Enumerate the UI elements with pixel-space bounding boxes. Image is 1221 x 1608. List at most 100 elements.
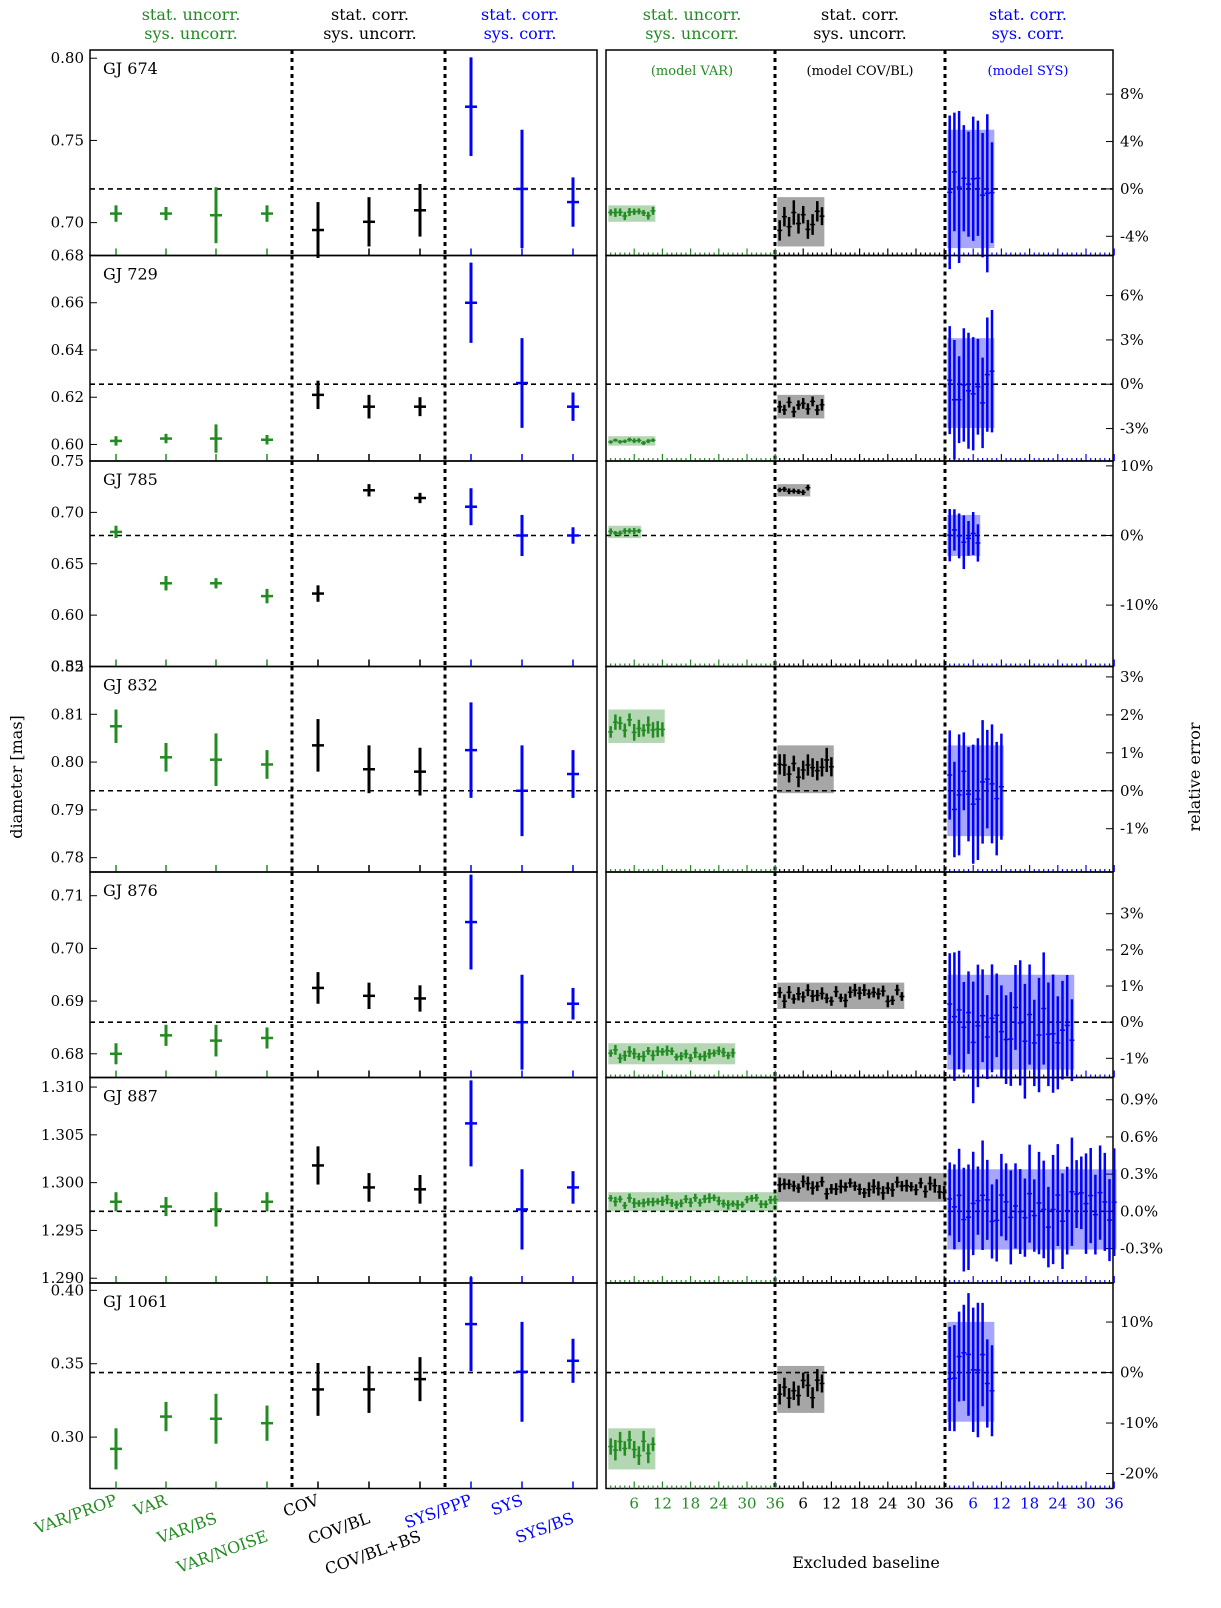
jackknife-band	[608, 709, 665, 743]
star-name: GJ 876	[103, 881, 158, 900]
y-tick-label: 0.69	[51, 992, 84, 1010]
y-tick-label: 1.295	[41, 1221, 84, 1239]
left-panel-frame	[89, 460, 598, 668]
star-name: GJ 887	[103, 1087, 158, 1106]
right-panel-frame	[605, 460, 1114, 668]
model-label: (model COV/BL)	[807, 64, 914, 79]
star-name: GJ 1061	[103, 1292, 168, 1311]
jackknife-band	[608, 1192, 778, 1212]
rel-tick-label: 0.9%	[1120, 1091, 1158, 1109]
y-tick-label: 0.30	[51, 1428, 84, 1446]
rel-tick-label: 10%	[1120, 457, 1153, 475]
y-tick-label: 0.40	[51, 1281, 84, 1299]
y-tick-label: 0.70	[51, 503, 84, 521]
rel-tick-label: 0.3%	[1120, 1165, 1158, 1183]
y-tick-label: 0.60	[51, 606, 84, 624]
rel-tick-label: 1%	[1120, 977, 1144, 995]
baseline-tick-label: 30	[737, 1495, 756, 1513]
baseline-tick-label: 6	[798, 1495, 808, 1513]
rel-tick-label: 2%	[1120, 706, 1144, 724]
left-panel-frame	[89, 1282, 598, 1490]
baseline-tick-label: 18	[681, 1495, 700, 1513]
jackknife-band	[947, 745, 1004, 837]
baseline-tick-label: 24	[1048, 1495, 1067, 1513]
baseline-tick-label: 24	[709, 1495, 728, 1513]
y-tick-label: 0.62	[51, 388, 84, 406]
group-header-line2: sys. corr.	[992, 24, 1065, 43]
star-panel: GJ 832 0.78 0.79 0.80 0.81 0.82 3% 2% 1% 0% -1%	[51, 658, 1149, 873]
method-label: VAR/BS	[153, 1508, 219, 1547]
rel-tick-label: 0%	[1120, 375, 1144, 393]
rel-tick-label: 0%	[1120, 526, 1144, 544]
star-panel: GJ 887 1.290 1.295 1.300 1.305 1.310 0.9% 0.6% 0…	[41, 1076, 1163, 1287]
y-tick-label: 0.75	[51, 131, 84, 149]
jackknife-band	[777, 745, 834, 794]
y-tick-label: 0.68	[51, 1045, 84, 1063]
star-name: GJ 832	[103, 676, 158, 695]
right-axis-label: relative error	[1185, 722, 1204, 831]
y-tick-label: 0.80	[51, 49, 84, 67]
rel-tick-label: -3%	[1120, 420, 1149, 438]
right-panel-frame	[605, 49, 1114, 257]
y-tick-label: 0.71	[51, 887, 84, 905]
rel-tick-label: -10%	[1120, 1414, 1158, 1432]
baseline-tick-label: 6	[629, 1495, 639, 1513]
y-tick-label: 0.70	[51, 939, 84, 957]
star-panel: GJ 729 0.60 0.62 0.64 0.66 0.68 6% 3% 0% -3%	[51, 247, 1149, 462]
rel-tick-label: 0.6%	[1120, 1128, 1158, 1146]
group-header-line2: sys. uncorr.	[144, 24, 237, 43]
group-header-line1: stat. corr.	[331, 5, 409, 24]
group-header-line2: sys. uncorr.	[323, 24, 416, 43]
star-name: GJ 785	[103, 470, 158, 489]
y-tick-label: 0.60	[51, 435, 84, 453]
group-header-line2: sys. corr.	[484, 24, 557, 43]
y-tick-label: 0.78	[51, 849, 84, 867]
star-panel: GJ 674 0.70 0.75 0.80 8% 4% 0% -4% (model VAR) (m…	[51, 49, 1149, 273]
y-tick-label: 0.35	[51, 1355, 84, 1373]
y-tick-label: 0.64	[51, 341, 84, 359]
star-name: GJ 729	[103, 265, 158, 284]
group-header-line1: stat. corr.	[821, 5, 899, 24]
rel-tick-label: 3%	[1120, 668, 1144, 686]
y-tick-label: 0.75	[51, 452, 84, 470]
group-header-line2: sys. uncorr.	[813, 24, 906, 43]
method-label: SYS/PPP	[402, 1490, 475, 1532]
star-panel: GJ 785 0.55 0.60 0.65 0.70 0.75 10% 0% -10%	[51, 452, 1159, 676]
model-label: (model SYS)	[988, 64, 1069, 79]
rel-tick-label: -0.3%	[1120, 1240, 1163, 1258]
rel-tick-label: 0%	[1120, 782, 1144, 800]
baseline-tick-label: 12	[992, 1495, 1011, 1513]
group-header-line1: stat. uncorr.	[643, 5, 742, 24]
y-tick-label: 1.305	[41, 1126, 84, 1144]
group-headers: stat. uncorr.sys. uncorr.stat. corr.sys.…	[142, 5, 1067, 43]
x-axis-label: Excluded baseline	[792, 1553, 940, 1572]
y-tick-label: 0.79	[51, 801, 84, 819]
rel-tick-label: 8%	[1120, 85, 1144, 103]
panels: GJ 674 0.70 0.75 0.80 8% 4% 0% -4% (model VAR) (m…	[41, 49, 1163, 1490]
y-tick-label: 0.68	[51, 247, 84, 265]
group-header-line1: stat. corr.	[989, 5, 1067, 24]
right-panel-frame	[605, 254, 1114, 462]
method-label: SYS	[488, 1490, 525, 1519]
y-tick-label: 0.80	[51, 753, 84, 771]
group-header-line1: stat. corr.	[481, 5, 559, 24]
baseline-tick-label: 18	[850, 1495, 869, 1513]
method-label: VAR/PROP	[31, 1490, 120, 1538]
group-header-line1: stat. uncorr.	[142, 5, 241, 24]
jackknife-band	[777, 1173, 947, 1202]
baseline-tick-label: 30	[906, 1495, 925, 1513]
rel-tick-label: 0%	[1120, 1013, 1144, 1031]
rel-tick-label: 3%	[1120, 905, 1144, 923]
baseline-tick-label: 36	[1105, 1495, 1124, 1513]
rel-tick-label: 0%	[1120, 1364, 1144, 1382]
baseline-tick-label: 18	[1020, 1495, 1039, 1513]
y-tick-label: 0.55	[51, 658, 84, 676]
baseline-tick-label: 36	[935, 1495, 954, 1513]
baseline-tick-label: 12	[822, 1495, 841, 1513]
y-tick-label: 1.300	[41, 1174, 84, 1192]
rel-tick-label: 3%	[1120, 331, 1144, 349]
rel-tick-label: 6%	[1120, 287, 1144, 305]
rel-tick-label: 0%	[1120, 180, 1144, 198]
method-label: COV	[280, 1490, 321, 1521]
